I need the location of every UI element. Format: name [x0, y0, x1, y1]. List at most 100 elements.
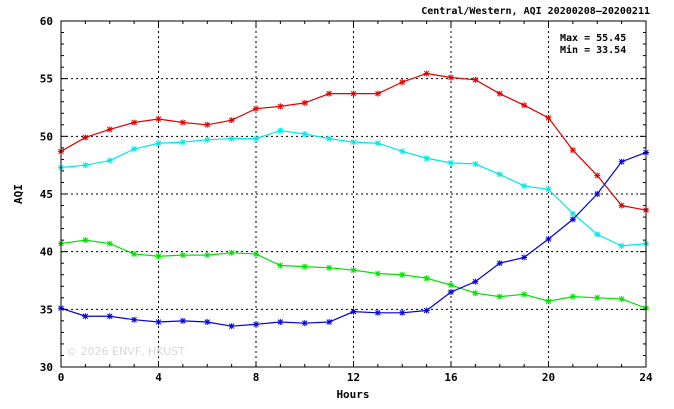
data-point — [545, 298, 552, 305]
y-tick-label: 45 — [40, 188, 53, 201]
data-point — [179, 317, 186, 324]
x-tick-label: 0 — [58, 371, 65, 384]
data-point — [496, 90, 503, 97]
data-point — [448, 282, 454, 289]
data-point — [301, 320, 308, 327]
data-point — [569, 147, 576, 154]
x-tick-label: 4 — [155, 371, 162, 384]
data-point — [618, 158, 625, 165]
y-tick-label: 35 — [40, 303, 53, 316]
data-point — [374, 270, 381, 277]
data-point — [423, 275, 430, 282]
y-axis-title: AQI — [12, 184, 25, 204]
data-point — [106, 240, 113, 247]
data-point — [131, 316, 138, 323]
chart-title: Central/Western, AQI 20200208–20200211 — [421, 6, 650, 17]
data-point — [301, 263, 308, 270]
data-point — [374, 140, 381, 147]
data-point — [131, 119, 138, 126]
data-point — [448, 159, 454, 166]
data-point — [569, 293, 576, 300]
watermark: © 2026 ENVF, HKUST — [66, 345, 185, 358]
data-point — [277, 319, 284, 326]
data-point — [545, 235, 552, 242]
data-point — [618, 242, 625, 249]
data-point — [277, 262, 284, 269]
data-point — [594, 191, 601, 197]
data-point — [155, 140, 162, 147]
data-point — [399, 148, 406, 155]
data-point — [423, 70, 430, 77]
data-point — [350, 308, 357, 315]
data-point — [301, 99, 308, 106]
data-point — [228, 323, 235, 330]
data-point — [301, 131, 308, 138]
data-point — [594, 231, 601, 238]
data-point — [423, 155, 430, 162]
data-point — [374, 90, 381, 97]
data-point — [106, 313, 113, 320]
y-tick-label: 30 — [40, 361, 53, 374]
data-point — [374, 309, 381, 316]
data-point — [82, 134, 89, 141]
data-point — [228, 135, 235, 142]
data-point — [253, 105, 259, 112]
data-point — [253, 135, 259, 142]
data-point — [326, 90, 333, 97]
data-point — [326, 135, 333, 142]
data-point — [155, 116, 162, 123]
data-point — [179, 119, 186, 126]
data-point — [204, 136, 211, 143]
data-point — [155, 319, 162, 326]
data-point — [277, 127, 284, 134]
y-tick-label: 55 — [40, 73, 53, 86]
data-point — [521, 254, 528, 261]
data-point — [399, 271, 406, 278]
y-tick-label: 60 — [40, 15, 53, 28]
data-point — [253, 250, 259, 257]
x-tick-label: 8 — [253, 371, 260, 384]
data-point — [448, 289, 454, 296]
data-point — [326, 264, 333, 271]
data-point — [228, 249, 235, 256]
data-point — [496, 171, 503, 178]
data-point — [155, 253, 162, 260]
data-point — [545, 114, 552, 121]
y-tick-label: 50 — [40, 130, 53, 143]
y-tick-label: 40 — [40, 246, 53, 259]
data-point — [618, 202, 625, 209]
data-point — [472, 76, 479, 83]
x-tick-label: 24 — [639, 371, 653, 384]
data-point — [521, 102, 528, 109]
series-2 — [58, 127, 649, 249]
data-point — [496, 260, 503, 267]
data-point — [204, 252, 211, 259]
data-point — [472, 290, 479, 297]
axis-ticks — [60, 20, 647, 368]
data-point — [228, 117, 235, 124]
data-point — [82, 162, 89, 169]
x-axis-title: Hours — [336, 388, 369, 401]
series-layer — [58, 70, 649, 330]
data-point — [399, 309, 406, 316]
data-point — [204, 319, 211, 326]
data-point — [277, 103, 284, 110]
max-stat: Max = 55.45 — [560, 33, 626, 44]
data-point — [131, 146, 138, 153]
data-point — [448, 74, 454, 81]
data-point — [423, 307, 430, 314]
data-point — [399, 79, 406, 86]
data-point — [569, 216, 576, 223]
data-point — [594, 294, 601, 301]
x-tick-labels: 0 4 8 12 16 20 24 — [58, 371, 653, 384]
data-point — [472, 278, 479, 285]
data-point — [569, 210, 576, 217]
data-point — [545, 186, 552, 193]
data-point — [253, 321, 259, 328]
data-point — [521, 182, 528, 189]
data-point — [350, 267, 357, 274]
data-point — [179, 252, 186, 259]
data-point — [106, 157, 113, 164]
